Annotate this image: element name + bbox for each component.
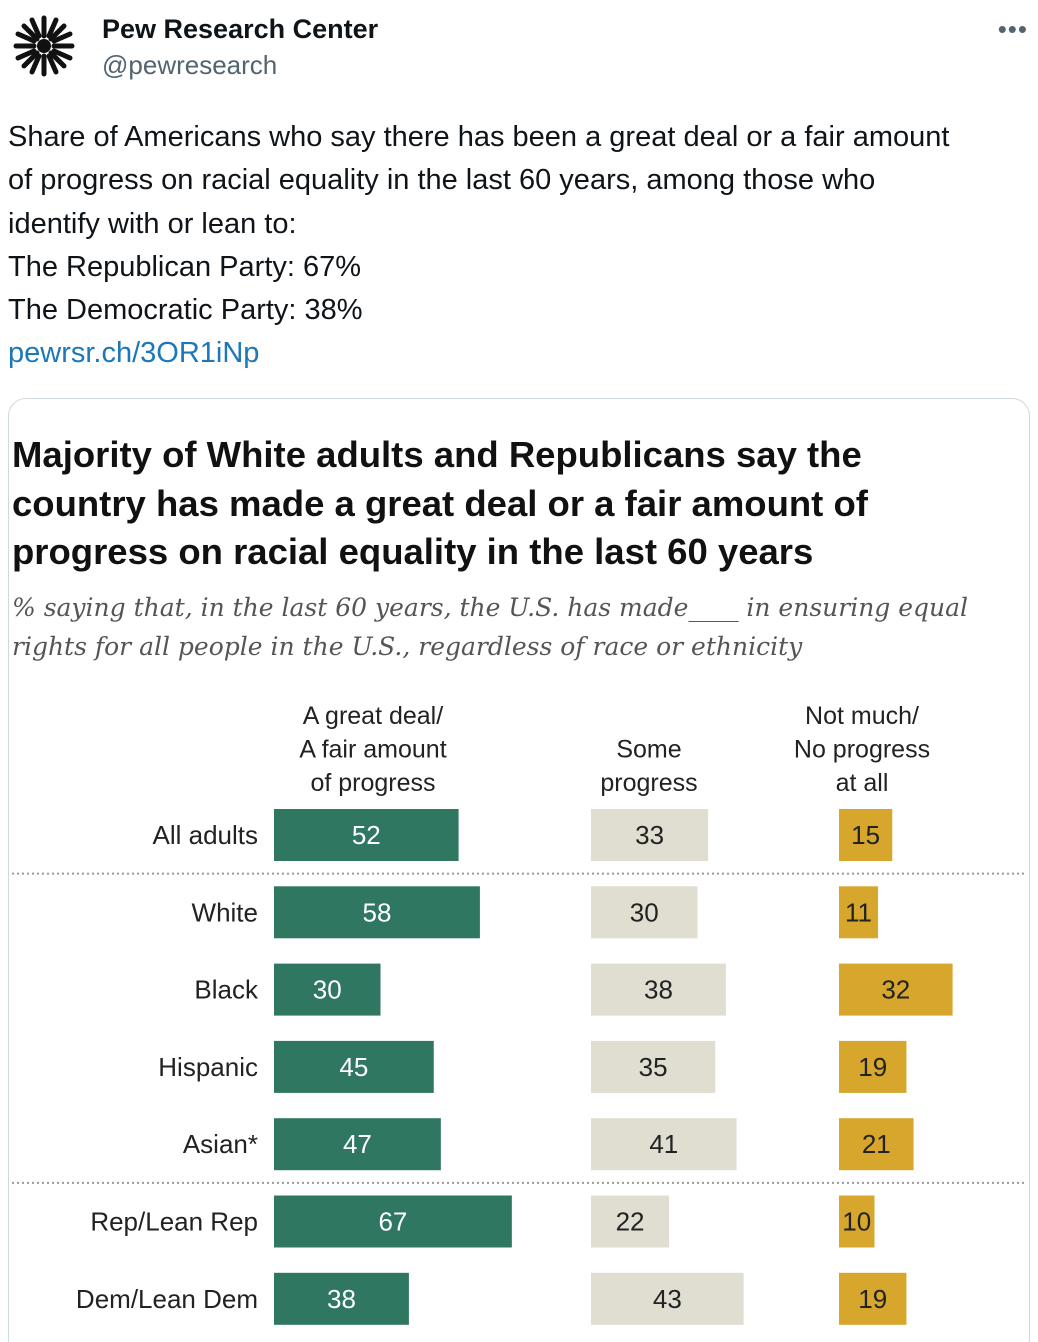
column-header: Not much/: [805, 702, 919, 730]
bar-value-label: 21: [862, 1129, 891, 1159]
column-header: at all: [836, 769, 889, 797]
bar: [274, 1040, 434, 1093]
bar: [591, 1118, 737, 1171]
row-label: Dem/Lean Dem: [76, 1284, 258, 1314]
row-label: Black: [194, 975, 259, 1005]
chart-title-line: country has made a great deal or a fair …: [12, 482, 868, 524]
bar: [591, 1040, 716, 1093]
bar: [591, 1272, 744, 1325]
bar-value-label: 30: [313, 975, 342, 1005]
column-header: progress: [600, 769, 697, 797]
bar: [839, 809, 893, 861]
column-header: A great deal/: [303, 702, 443, 730]
bar: [274, 1195, 512, 1248]
tweet-text-line: of progress on racial equality in the la…: [8, 164, 876, 197]
bar: [274, 886, 480, 939]
bar-value-label: 45: [339, 1052, 368, 1082]
bar: [274, 809, 459, 861]
bar: [839, 886, 879, 939]
more-dots-icon[interactable]: •••: [997, 14, 1028, 44]
bar-value-label: 33: [635, 820, 664, 850]
bar: [839, 1272, 907, 1325]
bar-value-label: 35: [639, 1052, 668, 1082]
bar-value-label: 58: [362, 897, 391, 927]
row-label: Hispanic: [158, 1052, 258, 1082]
column-header: A fair amount: [299, 736, 446, 764]
bar: [839, 1118, 914, 1171]
bar-value-label: 30: [630, 897, 659, 927]
chart-subtitle-line: % saying that, in the last 60 years, the…: [12, 593, 969, 622]
pew-logo-avatar[interactable]: [8, 10, 80, 82]
bar: [274, 1118, 441, 1171]
bar-value-label: 47: [343, 1129, 372, 1159]
bar: [274, 1272, 409, 1325]
bar-value-label: 22: [616, 1207, 645, 1237]
media-card[interactable]: Majority of White adults and Republicans…: [8, 398, 1030, 1342]
tweet-text: Share of Americans who say there has bee…: [8, 116, 1032, 376]
row-label: White: [192, 897, 258, 927]
chart-title: Majority of White adults and Republicans…: [12, 431, 1012, 577]
tweet-text-line: The Democratic Party: 38%: [8, 294, 363, 327]
author-display-name[interactable]: Pew Research Center: [102, 14, 379, 44]
chart-title-line: progress on racial equality in the last …: [12, 531, 814, 572]
bar-chart: A great deal/A fair amount of progress Som…: [12, 702, 1025, 1325]
bar: [591, 963, 726, 1016]
chart-title-line: Majority of White adults and Republicans…: [12, 434, 862, 475]
tweet-link[interactable]: pewrsr.ch/3OR1iNp: [8, 337, 260, 370]
bar-value-label: 52: [352, 820, 381, 850]
bar-value-label: 15: [851, 820, 880, 850]
tweet-text-line: identify with or lean to:: [8, 207, 297, 240]
bar-value-label: 38: [644, 975, 673, 1005]
tweet-text-line: The Republican Party: 67%: [8, 250, 362, 283]
row-label: All adults: [153, 820, 259, 850]
chart-subtitle: % saying that, in the last 60 years, the…: [12, 589, 1022, 666]
row-label: Rep/Lean Rep: [90, 1207, 258, 1237]
tweet-text-line: Share of Americans who say there has bee…: [8, 121, 950, 153]
column-header: of progress: [310, 769, 435, 797]
bar-value-label: 41: [649, 1129, 678, 1159]
column-header: No progress: [794, 736, 930, 764]
bar-value-label: 19: [858, 1284, 887, 1314]
bar: [591, 886, 698, 939]
bar-value-label: 19: [858, 1052, 887, 1082]
bar: [839, 963, 953, 1016]
bar-value-label: 67: [378, 1207, 407, 1237]
bar: [839, 1195, 875, 1248]
bar-value-label: 10: [842, 1207, 871, 1237]
bar: [591, 809, 709, 861]
bar: [591, 1195, 670, 1248]
author-handle[interactable]: @pewresearch: [102, 50, 278, 80]
bar-value-label: 43: [653, 1284, 682, 1314]
chart-subtitle-line: rights for all people in the U.S., regar…: [12, 631, 803, 661]
row-label: Asian*: [183, 1129, 258, 1159]
column-header: Some: [616, 736, 681, 764]
bar: [274, 963, 381, 1016]
bar: [839, 1040, 907, 1093]
bar-value-label: 32: [881, 975, 910, 1005]
bar-value-label: 38: [327, 1284, 356, 1314]
bar-value-label: 11: [845, 897, 872, 927]
